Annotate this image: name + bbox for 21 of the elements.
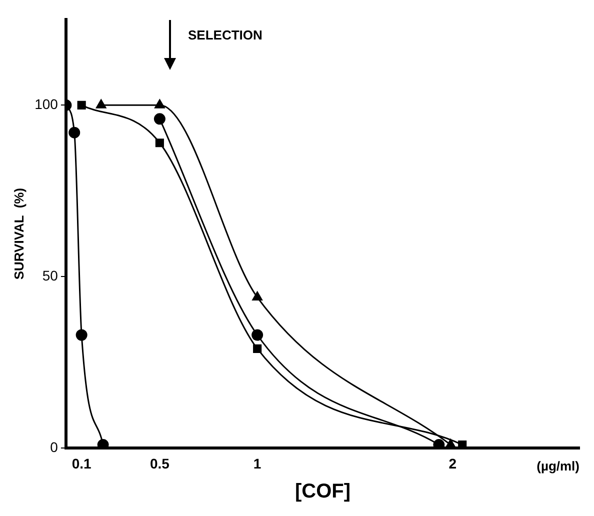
x-tick-label: 1 bbox=[253, 455, 262, 472]
y-tick-label: 0 bbox=[50, 439, 58, 456]
y-tick-label: 100 bbox=[34, 96, 58, 112]
text: (µg/ml) bbox=[536, 458, 580, 474]
y-tick-label: 50 bbox=[42, 268, 58, 284]
point bbox=[154, 113, 166, 125]
point bbox=[253, 344, 262, 354]
point bbox=[154, 99, 165, 108]
point bbox=[96, 99, 106, 108]
y-axis-title: SURVIVAL (%) bbox=[11, 188, 26, 280]
point bbox=[252, 292, 262, 301]
point bbox=[155, 138, 164, 148]
annotation: SELECTION bbox=[188, 28, 262, 43]
x-tick-label: 0.1 bbox=[72, 455, 92, 472]
point bbox=[68, 126, 80, 138]
x-tick-label: 2 bbox=[448, 455, 457, 472]
point bbox=[76, 329, 88, 341]
point bbox=[252, 329, 264, 341]
x-axis-title: [COF] bbox=[294, 480, 351, 503]
point bbox=[77, 100, 86, 110]
x-tick-label: 0.5 bbox=[150, 455, 170, 472]
